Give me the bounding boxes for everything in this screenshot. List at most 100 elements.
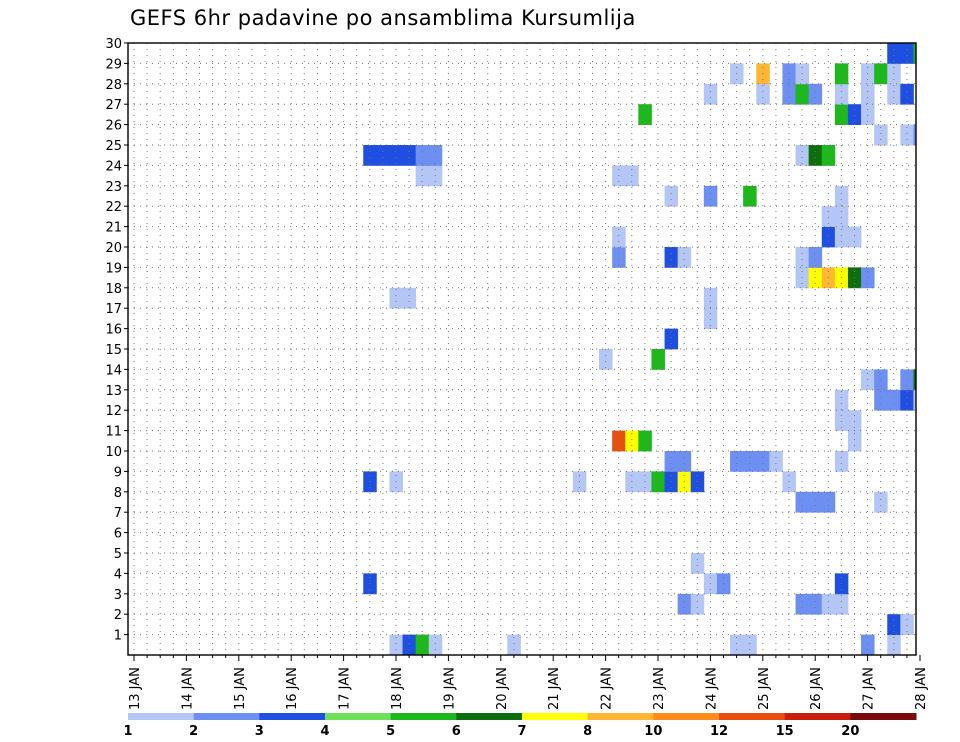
heatmap-cell: [847, 104, 862, 125]
legend-swatch: [259, 713, 326, 720]
x-tick-label: 13 JAN: [128, 667, 143, 710]
x-tick-label: 19 JAN: [442, 667, 457, 710]
color-legend: 1 2 3 4 5 6 7 8 10 12 15 20: [123, 713, 917, 739]
heatmap-cell: [651, 349, 665, 370]
x-tick-label: 28 JAN: [914, 667, 929, 710]
heatmap-cell: [376, 145, 390, 166]
heatmap-cell: [861, 634, 875, 656]
heatmap-cell: [861, 83, 875, 105]
legend-swatch: [193, 713, 260, 720]
y-tick-label: 19: [105, 261, 122, 276]
heatmap-cell: [664, 185, 679, 207]
heatmap-cell: [363, 145, 377, 166]
heatmap-cell: [808, 593, 823, 615]
heatmap-cell: [638, 430, 652, 452]
y-tick-label: 15: [105, 343, 122, 358]
heatmap-cell: [389, 145, 403, 166]
heatmap-cell: [887, 83, 901, 105]
heatmap-cell: [834, 104, 849, 125]
legend-swatch: [850, 713, 917, 720]
heatmap-cell: [690, 593, 705, 615]
y-tick-label: 13: [105, 384, 122, 399]
heatmap-cell: [834, 206, 849, 227]
legend-swatch: [719, 713, 786, 720]
heatmap-cell: [389, 634, 403, 656]
legend-label: 8: [583, 724, 592, 739]
heatmap-cell: [847, 410, 862, 431]
heatmap-cell: [756, 83, 770, 105]
y-tick-label: 17: [105, 302, 122, 317]
y-tick-label: 29: [105, 57, 122, 72]
heatmap-cell: [402, 287, 417, 309]
heatmap-cell: [900, 389, 914, 411]
y-tick-label: 23: [105, 180, 122, 195]
heatmap-cell: [690, 553, 705, 574]
legend-swatch: [587, 713, 654, 720]
heatmap-cell: [612, 226, 626, 248]
heatmap-cell: [428, 145, 443, 166]
heatmap-cell: [834, 185, 849, 207]
y-tick-label: 9: [114, 465, 122, 480]
heatmap-cell: [703, 83, 718, 105]
legend-swatch: [653, 713, 720, 720]
legend-label: 12: [710, 724, 728, 739]
legend-label: 4: [320, 724, 329, 739]
x-tick-label: 17 JAN: [338, 667, 353, 710]
heatmap-cell: [808, 83, 823, 105]
legend-swatch: [390, 713, 457, 720]
heatmap-cell: [834, 389, 849, 411]
x-tick-label: 22 JAN: [600, 667, 615, 710]
heatmap-cell: [664, 328, 679, 350]
heatmap-cell: [900, 83, 914, 105]
y-tick-label: 18: [105, 282, 122, 297]
legend-swatch: [522, 713, 589, 720]
heatmap-cell: [743, 634, 757, 656]
heatmap-cell: [834, 83, 849, 105]
heatmap-cell: [415, 634, 430, 656]
x-tick-label: 27 JAN: [862, 667, 877, 710]
y-tick-label: 4: [114, 567, 122, 582]
legend-swatch: [456, 713, 523, 720]
legend-swatch: [325, 713, 392, 720]
heatmap-cell: [415, 145, 430, 166]
heatmap-cell: [730, 451, 744, 472]
heatmap-cell: [638, 104, 652, 125]
x-tick-label: 18 JAN: [390, 667, 405, 710]
heatmap-cell: [703, 287, 718, 309]
heatmap-cell: [428, 634, 443, 656]
y-tick-label: 24: [105, 159, 122, 174]
heatmap-cell: [821, 145, 836, 166]
x-tick-label: 23 JAN: [652, 667, 667, 710]
heatmap-cell: [887, 43, 901, 64]
heatmap-cell: [795, 247, 810, 268]
x-tick-label: 26 JAN: [809, 667, 824, 710]
y-tick-label: 11: [105, 425, 122, 440]
y-tick-label: 25: [105, 139, 122, 154]
y-tick-label: 21: [105, 221, 122, 236]
heatmap-cell: [402, 634, 417, 656]
heatmap-cell: [625, 430, 639, 452]
heatmap-cell: [913, 369, 917, 391]
y-axis: 1234567891011121314151617181920212223242…: [105, 37, 128, 644]
heatmap-cell: [808, 247, 823, 268]
x-tick-label: 14 JAN: [180, 667, 195, 710]
heatmap-cell: [795, 491, 810, 513]
legend-label: 1: [123, 724, 132, 739]
heatmap-cell: [887, 614, 901, 635]
heatmap-cell: [769, 451, 783, 472]
heatmap-cell: [913, 43, 917, 64]
heatmap-cell: [507, 634, 521, 656]
heatmap-cell: [874, 124, 888, 146]
y-tick-label: 7: [114, 506, 122, 521]
heatmap-cell: [730, 634, 744, 656]
heatmap-cell: [834, 226, 849, 248]
y-tick-label: 1: [114, 629, 122, 644]
plot-frame: [127, 42, 917, 656]
heatmap-cell: [834, 593, 849, 615]
heatmap-cell: [795, 83, 810, 105]
heatmap-cell: [900, 614, 914, 635]
heatmap-cell: [874, 491, 888, 513]
heatmap-cell: [677, 451, 692, 472]
legend-label: 7: [517, 724, 526, 739]
